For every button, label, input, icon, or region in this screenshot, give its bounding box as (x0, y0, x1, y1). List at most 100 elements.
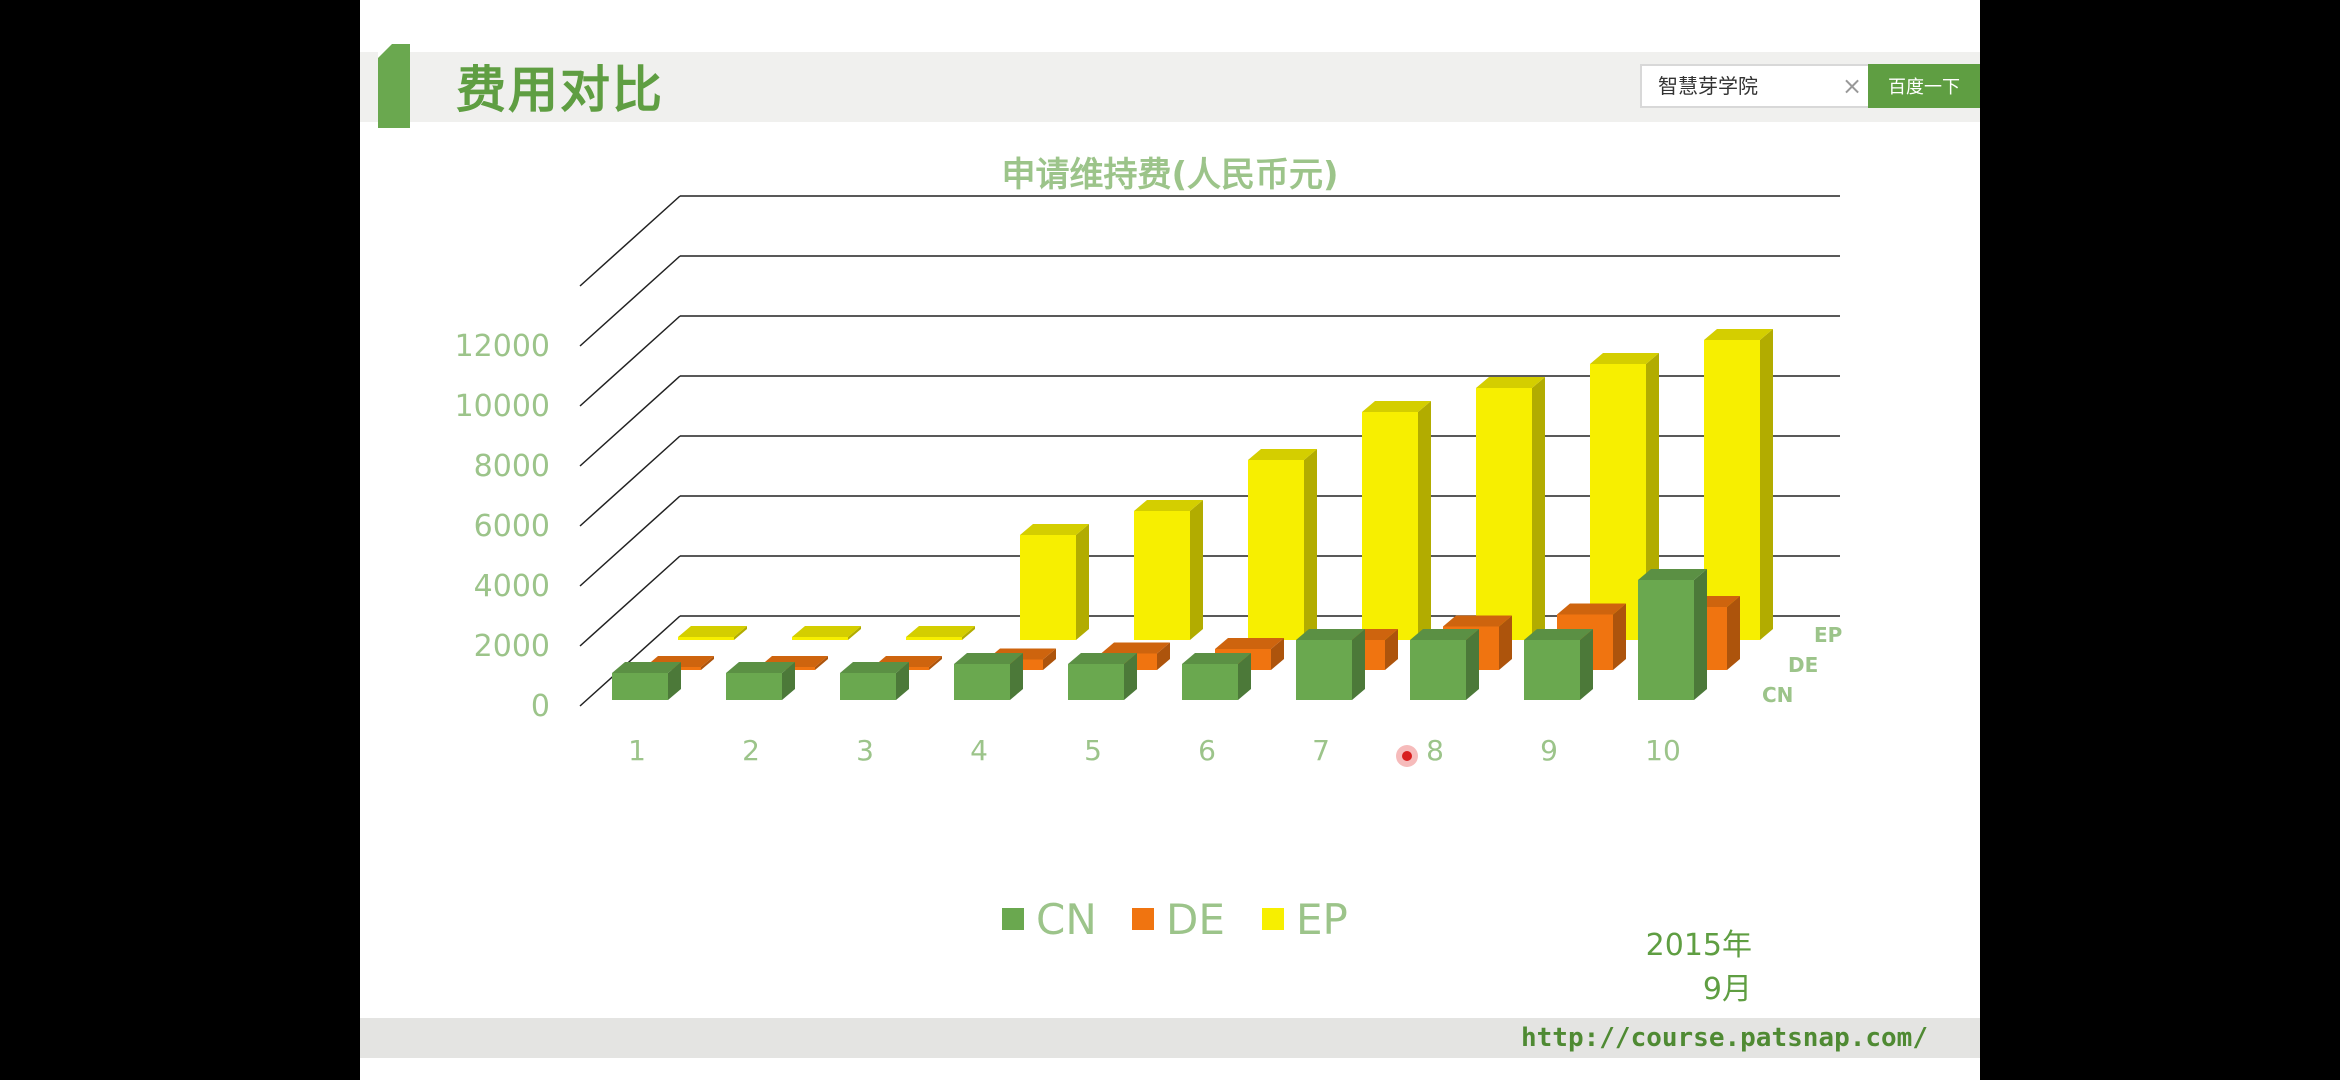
y-tick-label: 12000 (455, 329, 550, 364)
y-tick-label: 10000 (455, 389, 550, 424)
gridline-diagonal (579, 615, 681, 707)
x-tick-label: 3 (856, 734, 874, 767)
x-tick-label: 6 (1198, 734, 1216, 767)
bar-cn-2 (726, 673, 782, 700)
slide: 费用对比 × 百度一下 申请维持费(人民币元) 0 2000 4000 6000 8000… (360, 0, 1980, 1080)
bar-ep-10 (1704, 340, 1760, 640)
bar-side (1076, 524, 1089, 640)
clear-icon[interactable]: × (1836, 64, 1868, 108)
title-marker (378, 44, 410, 128)
bar-top (906, 626, 975, 637)
bar-top (1476, 377, 1545, 388)
bar-side (1532, 377, 1545, 640)
depth-label: EP (1814, 623, 1842, 647)
bar-top (1101, 642, 1170, 654)
gridline-diagonal (579, 495, 681, 587)
gridline-diagonal (579, 255, 681, 347)
x-tick-label: 8 (1426, 734, 1444, 767)
x-tick-label: 7 (1312, 734, 1330, 767)
bar-ep-4 (1020, 535, 1076, 640)
bar-side (668, 662, 681, 700)
footer-band (360, 1018, 1980, 1058)
x-tick-label: 9 (1540, 734, 1558, 767)
bar-side (734, 626, 747, 640)
bar-side (896, 662, 909, 700)
series-ep (678, 329, 1773, 640)
y-tick-label: 0 (531, 689, 550, 724)
bar-side (1580, 629, 1593, 700)
date-note: 2015年9月 (1645, 928, 1752, 1007)
gridline-diagonal (579, 195, 681, 287)
bar-top (840, 662, 909, 673)
bar-top (1215, 638, 1284, 649)
gridline-diagonal (579, 375, 681, 467)
bar-cn-8 (1410, 640, 1466, 700)
bar-side (1304, 449, 1317, 640)
bar-top (1590, 353, 1659, 364)
bar-side (1157, 642, 1170, 670)
search-input[interactable] (1640, 64, 1836, 108)
gridline-diagonal (579, 435, 681, 527)
bar-side (1613, 603, 1626, 670)
search-button[interactable]: 百度一下 (1868, 64, 1980, 108)
bar-side (1010, 653, 1023, 700)
bar-side (1694, 569, 1707, 700)
bar-top (726, 662, 795, 673)
bar-cn-6 (1182, 664, 1238, 700)
y-tick-label: 8000 (474, 449, 550, 484)
bar-side (848, 626, 861, 640)
bar-top (954, 653, 1023, 664)
footer-url[interactable]: http://course.patsnap.com/ (1521, 1023, 1928, 1053)
bar-side (701, 656, 714, 670)
chart-title: 申请维持费(人民币元) (1001, 155, 1338, 195)
bar-side (1418, 401, 1431, 640)
bar-side (1271, 638, 1284, 670)
bar-top (1524, 629, 1593, 640)
bar-ep-5 (1134, 511, 1190, 640)
gridline-diagonal (579, 555, 681, 647)
bar-side (1190, 500, 1203, 640)
bar-top (1248, 449, 1317, 460)
slide-title: 费用对比 (456, 61, 664, 119)
bar-ep-7 (1362, 412, 1418, 640)
bar-side (1760, 329, 1773, 640)
x-tick-label: 4 (970, 734, 988, 767)
bar-top (792, 626, 861, 637)
bar-ep-1 (678, 637, 734, 640)
series-cn (612, 569, 1707, 700)
bar-ep-6 (1248, 460, 1304, 640)
bar-cn-1 (612, 673, 668, 700)
bar-cn-7 (1296, 640, 1352, 700)
bar-cn-5 (1068, 664, 1124, 700)
x-tick-label: 5 (1084, 734, 1102, 767)
x-tick-label: 2 (742, 734, 760, 767)
bar-side (929, 656, 942, 670)
legend-label: DE (1166, 895, 1225, 944)
bar-top (1068, 653, 1137, 664)
bar-top (1557, 603, 1626, 615)
bar-side (1646, 353, 1659, 640)
legend-swatch (1132, 908, 1154, 930)
bar-ep-2 (792, 637, 848, 640)
legend-swatch (1002, 908, 1024, 930)
bar-side (1727, 596, 1740, 670)
bar-top (1443, 615, 1512, 627)
title-marker-notch (378, 44, 392, 58)
depth-label: CN (1762, 683, 1793, 707)
legend-swatch (1262, 908, 1284, 930)
bar-side (1385, 629, 1398, 670)
bar-side (1238, 653, 1251, 700)
search-box: × 百度一下 (1640, 64, 1980, 110)
x-tick-label: 10 (1645, 734, 1681, 767)
bar-top (1020, 524, 1089, 535)
bar-side (1466, 629, 1479, 700)
bar-ep-9 (1590, 364, 1646, 640)
legend-label: CN (1036, 895, 1097, 944)
cursor-dot-icon (1396, 745, 1418, 767)
bar-top (1134, 500, 1203, 511)
y-tick-label: 4000 (474, 569, 550, 604)
depth-label: DE (1788, 653, 1818, 677)
bar-top (1182, 653, 1251, 664)
bar-top (1410, 629, 1479, 640)
bar-cn-9 (1524, 640, 1580, 700)
